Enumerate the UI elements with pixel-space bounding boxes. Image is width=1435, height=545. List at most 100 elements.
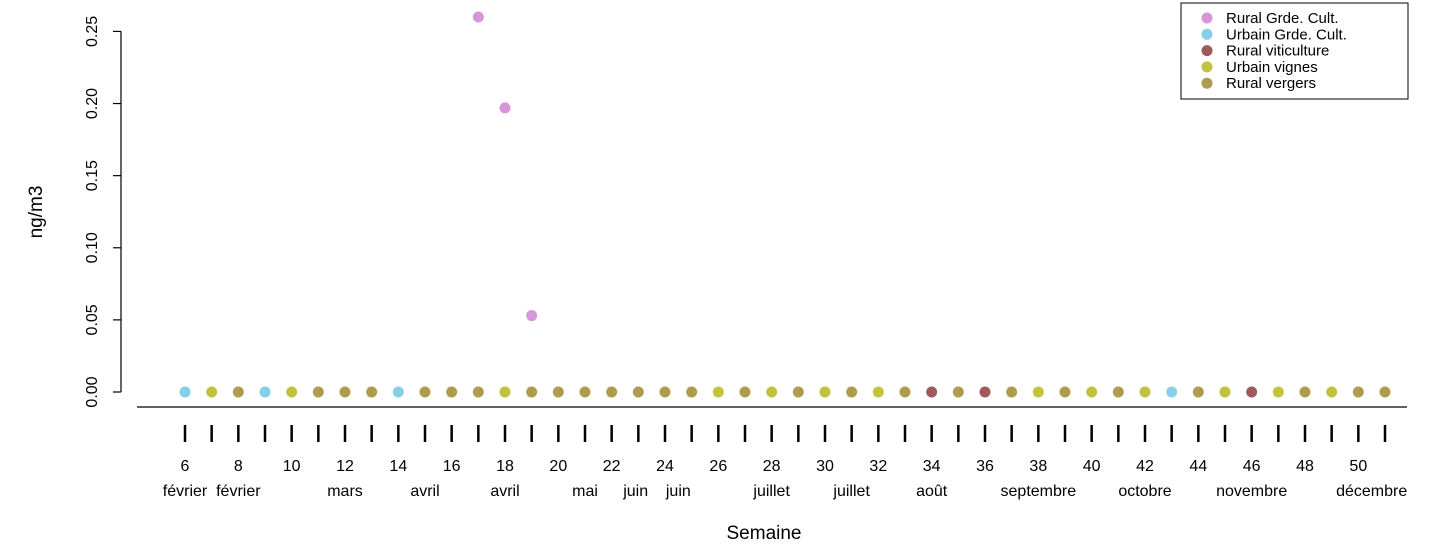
x-tick-label: 8 bbox=[234, 458, 243, 475]
x-tick-label: 42 bbox=[1136, 458, 1154, 475]
x-month-label: mai bbox=[572, 483, 598, 500]
data-point bbox=[339, 386, 351, 398]
x-month-label: février bbox=[163, 483, 208, 500]
x-month-label: octobre bbox=[1118, 483, 1171, 500]
x-tick-label: 14 bbox=[389, 458, 407, 475]
data-point bbox=[1112, 386, 1124, 398]
y-axis-title: ng/m3 bbox=[26, 186, 47, 239]
data-point bbox=[1299, 386, 1311, 398]
x-month-label: novembre bbox=[1216, 483, 1287, 500]
data-point bbox=[1006, 386, 1018, 398]
data-point bbox=[952, 386, 964, 398]
legend-marker bbox=[1201, 77, 1213, 89]
data-point bbox=[472, 11, 484, 23]
x-month-label: mars bbox=[327, 483, 363, 500]
x-month-label: décembre bbox=[1336, 483, 1407, 500]
data-point bbox=[286, 386, 298, 398]
legend-box bbox=[1180, 2, 1409, 100]
data-point bbox=[392, 386, 404, 398]
data-point bbox=[1272, 386, 1284, 398]
x-tick-label: 50 bbox=[1349, 458, 1367, 475]
data-point bbox=[526, 310, 538, 322]
data-point bbox=[926, 386, 938, 398]
x-tick-label: 30 bbox=[816, 458, 834, 475]
data-point bbox=[526, 386, 538, 398]
x-tick-label: 40 bbox=[1083, 458, 1101, 475]
data-point bbox=[259, 386, 271, 398]
legend-label: Urbain Grde. Cult. bbox=[1226, 26, 1347, 43]
legend-items: Rural Grde. Cult.Urbain Grde. Cult.Rural… bbox=[1201, 10, 1347, 92]
y-axis: 0.00 0.05 0.10 0.15 0.20 0.25 bbox=[84, 16, 122, 408]
data-point bbox=[472, 386, 484, 398]
data-point bbox=[232, 386, 244, 398]
data-point bbox=[1192, 386, 1204, 398]
y-tick-label: 0.00 bbox=[84, 376, 101, 407]
data-point bbox=[872, 386, 884, 398]
data-point bbox=[179, 386, 191, 398]
x-tick-label: 24 bbox=[656, 458, 674, 475]
data-point bbox=[1219, 386, 1231, 398]
x-month-label: juillet bbox=[832, 483, 870, 500]
data-point bbox=[499, 102, 511, 114]
data-point bbox=[312, 386, 324, 398]
x-month-label: septembre bbox=[1001, 483, 1077, 500]
data-point bbox=[1352, 386, 1364, 398]
data-point bbox=[1246, 386, 1258, 398]
data-point bbox=[712, 386, 724, 398]
data-point bbox=[499, 386, 511, 398]
x-month-label: juin bbox=[622, 483, 648, 500]
data-point bbox=[552, 386, 564, 398]
data-point bbox=[792, 386, 804, 398]
data-point bbox=[419, 386, 431, 398]
data-point bbox=[446, 386, 458, 398]
x-tick-label: 10 bbox=[283, 458, 301, 475]
legend-label: Rural Grde. Cult. bbox=[1226, 10, 1339, 27]
x-month-label: juin bbox=[665, 483, 691, 500]
x-tick-label: 38 bbox=[1029, 458, 1047, 475]
data-point bbox=[899, 386, 911, 398]
legend-marker bbox=[1201, 28, 1213, 40]
data-point bbox=[1166, 386, 1178, 398]
data-point bbox=[1032, 386, 1044, 398]
x-month-label: juillet bbox=[752, 483, 790, 500]
legend-label: Rural vergers bbox=[1226, 75, 1316, 92]
x-tick-label: 26 bbox=[709, 458, 727, 475]
x-tick-label: 16 bbox=[443, 458, 461, 475]
data-point bbox=[979, 386, 991, 398]
y-tick-label: 0.20 bbox=[84, 88, 101, 119]
data-point bbox=[686, 386, 698, 398]
y-tick-label: 0.15 bbox=[84, 160, 101, 191]
x-tick-label: 12 bbox=[336, 458, 354, 475]
data-point bbox=[739, 386, 751, 398]
legend-label: Rural viticulture bbox=[1226, 43, 1329, 60]
x-axis-title: Semaine bbox=[727, 523, 802, 544]
x-tick-label: 46 bbox=[1243, 458, 1261, 475]
x-month-label: avril bbox=[410, 483, 439, 500]
data-point bbox=[632, 386, 644, 398]
data-point bbox=[1086, 386, 1098, 398]
data-point bbox=[766, 386, 778, 398]
y-tick-label: 0.05 bbox=[84, 304, 101, 335]
legend-label: Urbain vignes bbox=[1226, 59, 1318, 76]
x-tick-label: 44 bbox=[1189, 458, 1207, 475]
data-point bbox=[1326, 386, 1338, 398]
legend-marker bbox=[1201, 45, 1213, 57]
x-tick-label: 36 bbox=[976, 458, 994, 475]
x-tick-label: 48 bbox=[1296, 458, 1314, 475]
y-tick-label: 0.25 bbox=[84, 16, 101, 47]
x-tick-label: 6 bbox=[181, 458, 190, 475]
y-tick-label: 0.10 bbox=[84, 232, 101, 263]
data-point bbox=[579, 386, 591, 398]
x-tick-label: 20 bbox=[549, 458, 567, 475]
x-tick-label: 22 bbox=[603, 458, 621, 475]
data-point bbox=[846, 386, 858, 398]
data-point bbox=[606, 386, 618, 398]
data-point bbox=[1139, 386, 1151, 398]
data-point bbox=[819, 386, 831, 398]
data-point bbox=[366, 386, 378, 398]
data-point bbox=[659, 386, 671, 398]
legend-marker bbox=[1201, 12, 1213, 24]
data-point bbox=[1059, 386, 1071, 398]
data-point bbox=[206, 386, 218, 398]
